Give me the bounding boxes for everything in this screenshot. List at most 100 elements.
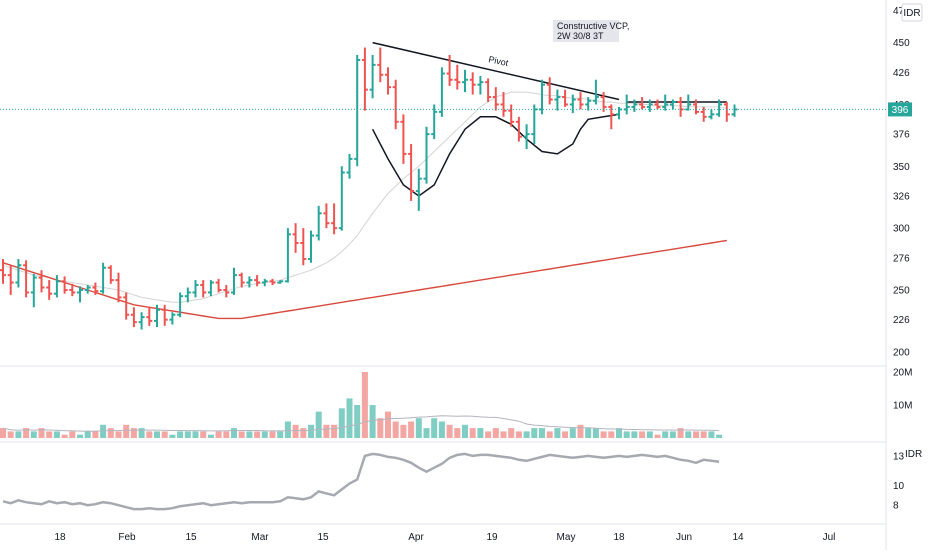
volume-bar: [300, 428, 307, 438]
volume-bar: [277, 431, 284, 438]
volume-bar: [200, 431, 207, 438]
volume-bar: [492, 428, 499, 438]
volume-bar: [469, 428, 476, 438]
volume-bar: [546, 431, 553, 438]
time-tick-label: 14: [732, 532, 744, 543]
ohlc-bar: [492, 87, 499, 111]
volume-bar: [700, 431, 707, 438]
volume-bar: [323, 424, 330, 438]
time-tick-label: Feb: [118, 532, 136, 543]
volume-bar: [577, 424, 584, 438]
annotation-title: Constructive VCP,: [557, 21, 629, 31]
relative-strength-line: [2, 452, 720, 511]
volume-bar: [662, 431, 669, 438]
ohlc-bar: [669, 99, 676, 110]
ohlc-bar: [231, 267, 237, 295]
ohlc-bar: [723, 101, 730, 122]
ohlc-bar: [361, 47, 368, 111]
time-tick-label: Jul: [823, 532, 836, 543]
time-tick-label: Apr: [408, 532, 424, 543]
volume-bar: [708, 431, 715, 438]
price-tick-label: 300: [893, 224, 910, 235]
ohlc-bar: [207, 280, 214, 297]
ohlc-bar: [354, 54, 361, 167]
ohlc-bar: [308, 230, 314, 263]
volume-bar: [616, 428, 622, 438]
ohlc-bar: [30, 273, 37, 308]
volume-bar: [154, 431, 160, 438]
volume-bar: [15, 431, 22, 438]
currency-badge[interactable]: IDR: [901, 3, 923, 22]
ohlc-bar: [277, 280, 284, 284]
ohlc-bar: [585, 97, 592, 111]
ohlc-bar: [700, 106, 707, 122]
volume-bar: [377, 418, 384, 438]
volume-bar: [61, 434, 68, 438]
ohlc-bar: [7, 265, 14, 295]
currency-badge-box: [901, 3, 923, 22]
ohlc-bar: [546, 77, 553, 105]
ohlc-bar: [415, 168, 422, 211]
ohlc-bar: [115, 272, 122, 303]
price-tick-label: 276: [893, 253, 910, 264]
volume-bar: [269, 431, 276, 438]
ohlc-bar: [215, 278, 222, 293]
rs-tick-label: 13: [893, 451, 905, 462]
volume-tick-label: 20M: [893, 368, 912, 379]
ohlc-bar: [600, 92, 607, 112]
price-tick-label: 226: [893, 315, 910, 326]
volume-bar: [38, 428, 45, 438]
ohlc-bar: [161, 304, 168, 326]
volume-bar: [184, 431, 191, 438]
volume-bar: [585, 428, 592, 438]
volume-bar: [254, 431, 261, 438]
ohlc-bar: [69, 283, 76, 297]
ohlc-bar: [515, 116, 522, 142]
volume-bar: [431, 418, 438, 438]
time-tick-label: Jun: [676, 532, 692, 543]
time-tick-label: 19: [486, 532, 498, 543]
ohlc-bar: [146, 307, 153, 326]
volume-bar: [130, 428, 137, 438]
volume-bar: [354, 405, 361, 438]
ohlc-bar: [323, 203, 330, 229]
vcp-annotation[interactable]: Constructive VCP, 2W 30/8 3T: [553, 20, 629, 42]
annotation-box: [553, 20, 619, 42]
last-price-tag-bg: [888, 102, 912, 117]
ohlc-bar: [693, 99, 699, 115]
volume-bar: [385, 411, 391, 438]
ohlc-bar: [254, 275, 261, 287]
ohlc-bar: [15, 259, 22, 288]
volume-bar: [231, 428, 237, 438]
volume-bar: [7, 431, 14, 438]
last-price-tag[interactable]: 396: [888, 102, 912, 117]
ohlc-bar: [169, 312, 176, 325]
last-price-value: 396: [892, 105, 909, 116]
ohlc-bar: [246, 276, 253, 288]
price-tick-label: 250: [893, 285, 910, 296]
volume-bar: [238, 431, 245, 438]
ohlc-bar: [569, 94, 576, 114]
volume-bar: [454, 428, 461, 438]
time-tick-label: 18: [613, 532, 625, 543]
volume-bar: [716, 434, 723, 438]
rs-currency-badge: IDR: [905, 449, 922, 460]
volume-bar: [639, 431, 646, 438]
ohlc-bar: [292, 223, 299, 253]
ohlc-bar: [377, 47, 384, 83]
volume-bar: [446, 424, 453, 438]
volume-bar: [423, 428, 430, 438]
volume-bars: [0, 372, 723, 438]
ohlc-bar: [154, 304, 160, 328]
volume-bar: [84, 431, 91, 438]
volume-bar: [123, 424, 130, 438]
ohlc-bar: [592, 79, 599, 105]
long-moving-average-line: [2, 239, 727, 320]
ohlc-bar: [184, 287, 191, 303]
rs-currency-label: IDR: [905, 449, 922, 460]
volume-bar: [523, 431, 530, 438]
volume-bar: [338, 408, 345, 438]
ohlc-bar: [646, 99, 653, 112]
ohlc-bar: [123, 292, 130, 320]
